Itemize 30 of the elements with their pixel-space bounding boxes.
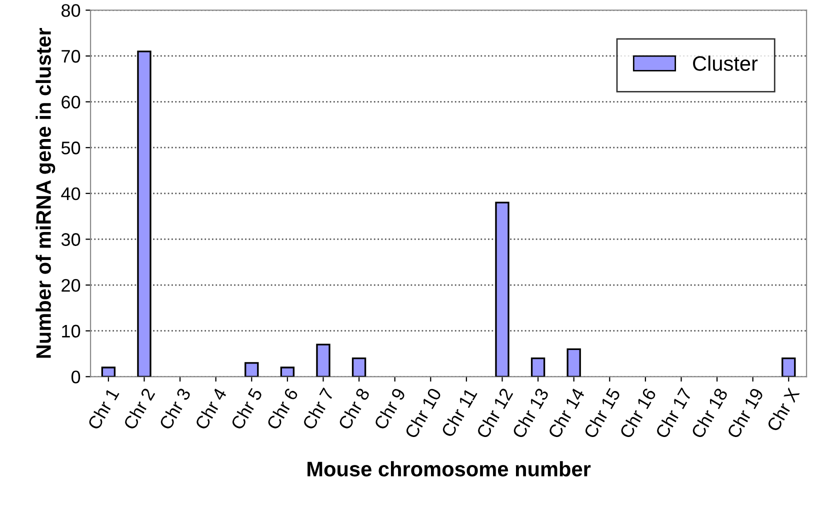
x-tick-label: Chr 10 [404,386,442,440]
x-tick-label: Chr 5 [230,387,263,430]
y-tick-label: 70 [62,50,80,63]
x-tick-label: Chr 2 [122,387,156,430]
y-tick-label: 80 [62,4,80,17]
x-tick-label: Chr 14 [547,386,586,440]
x-tick-label: Chr 1 [86,387,120,430]
x-tick-label: Chr 7 [302,387,334,430]
y-tick-label: 20 [62,278,80,292]
x-tick-label: Chr 11 [440,387,478,438]
y-tick-label: 0 [71,370,80,384]
x-tick-label: Chr 4 [194,386,228,430]
x-tick-label: Chr 9 [373,387,406,430]
x-tick-label: Chr 3 [158,387,192,430]
y-tick-label: 40 [61,187,80,200]
y-tick-label: 60 [62,96,80,109]
x-tick-label: Chr 19 [726,387,764,440]
x-tick-label: Chr 8 [337,387,370,430]
x-tick-label: Chr 16 [618,387,657,440]
x-tick-label: Chr 17 [654,387,692,440]
x-tick-label: Chr 18 [690,387,728,440]
x-tick-label: Chr 6 [266,387,299,430]
x-axis-title: Mouse chromosome number [308,461,591,476]
y-tick-label: 50 [61,142,80,154]
legend-label: Cluster [693,56,758,71]
y-tick-label: 30 [61,233,80,246]
x-tick-label: Chr X [766,386,800,432]
y-axis-title: Number of miRNA gene in cluster [36,28,56,358]
x-tick-label: Chr 15 [583,387,621,440]
y-tick-label: 10 [62,324,80,338]
